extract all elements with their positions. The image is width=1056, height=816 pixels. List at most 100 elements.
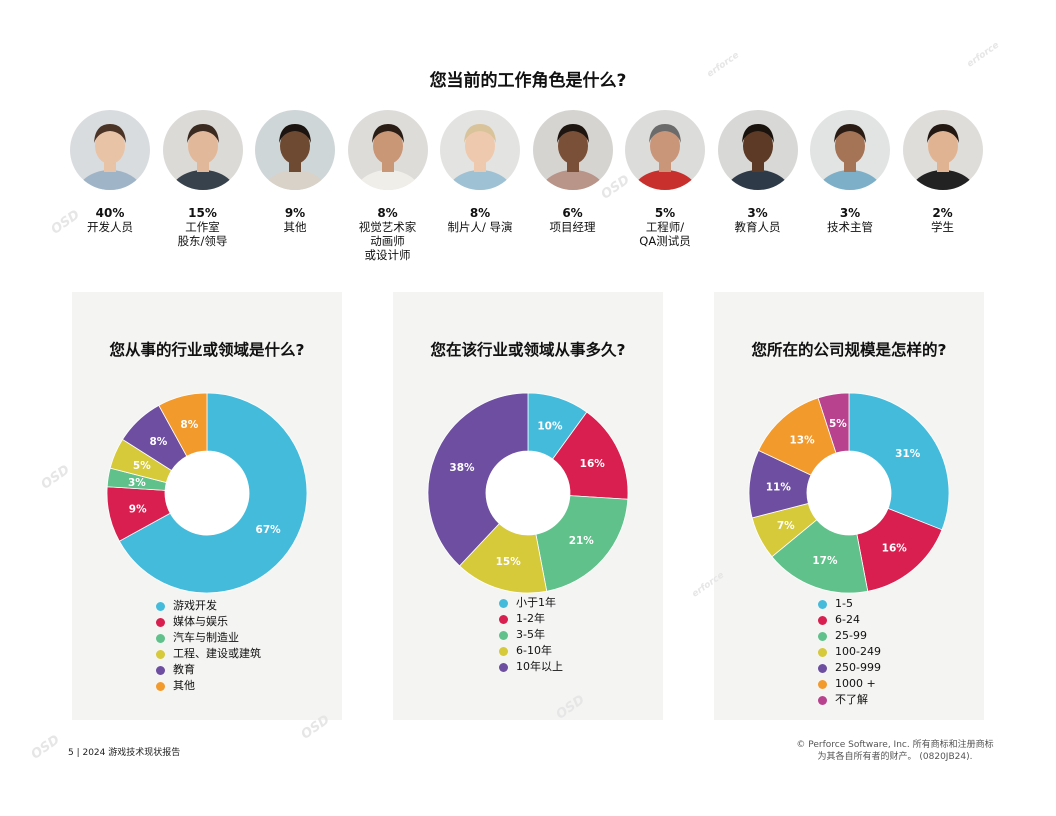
legend-label: 游戏开发 [173, 599, 217, 612]
avatar [810, 110, 890, 190]
industry-donut-chart: 67% 9% 3% 5% 8% 8% [106, 392, 308, 594]
role-percentage: 15% [188, 206, 217, 220]
legend-label: 6-10年 [516, 644, 552, 657]
slice-label: 8% [180, 419, 198, 431]
page-title: 您当前的工作角色是什么? [429, 71, 627, 91]
role-item: 6% 项目经理 [527, 110, 619, 234]
legend-item: 媒体与娱乐 [156, 614, 261, 630]
avatar [625, 110, 705, 190]
role-item: 3% 技术主管 [804, 110, 896, 234]
watermark-logo: OSD [38, 462, 73, 493]
avatar [70, 110, 150, 190]
legend-item: 3-5年 [499, 627, 563, 643]
tenure-panel: 您在该行业或领域从事多久? 10% 16% 21% 15% 38% 小于1年 1-2年 3-… [393, 292, 663, 720]
role-label: 制片人/ 导演 [447, 220, 513, 234]
role-item: 8% 视觉艺术家 动画师 或设计师 [342, 110, 434, 262]
slice-label: 5% [133, 460, 151, 472]
avatar [440, 110, 520, 190]
legend-label: 不了解 [835, 693, 868, 706]
legend-label: 其他 [173, 679, 195, 692]
role-percentage: 3% [747, 206, 768, 220]
slice-label: 11% [766, 481, 792, 493]
legend-item: 10年以上 [499, 659, 563, 675]
company-size-panel: 您所在的公司规模是怎样的? 31% 16% 17% 7% 11% 13% 5% 1-5 6-2… [714, 292, 984, 720]
slice-label: 16% [882, 543, 908, 555]
role-item: 3% 教育人员 [712, 110, 804, 234]
legend-item: 1000 + [818, 676, 881, 692]
legend-marker [156, 617, 165, 627]
role-label: 学生 [931, 220, 954, 234]
slice-label: 3% [128, 477, 146, 489]
slice-label: 7% [777, 520, 795, 532]
legend-marker [818, 663, 827, 673]
legend-label: 1000 + [835, 677, 876, 690]
legend-label: 汽车与制造业 [173, 631, 239, 644]
slice-label: 67% [256, 524, 282, 536]
legend-item: 6-10年 [499, 643, 563, 659]
role-label: 工程师/ QA测试员 [639, 220, 691, 248]
legend-label: 100-249 [835, 645, 881, 658]
slice-label: 31% [895, 448, 921, 460]
avatar [347, 110, 428, 190]
donut-hole [486, 451, 570, 535]
legend-label: 教育 [173, 663, 195, 676]
legend-label: 工程、建设或建筑 [173, 647, 261, 660]
role-item: 2% 学生 [897, 110, 989, 234]
legend-marker [499, 630, 508, 640]
slice-label: 13% [789, 435, 815, 447]
role-percentage: 3% [839, 206, 861, 220]
role-item: 9% 其他 [249, 110, 341, 234]
role-percentage: 6% [562, 206, 583, 220]
legend-label: 媒体与娱乐 [173, 615, 228, 628]
company-size-donut-chart: 31% 16% 17% 7% 11% 13% 5% [748, 392, 950, 594]
slice-label: 8% [149, 436, 167, 448]
legend-item: 1-5 [818, 596, 881, 612]
legend-marker [156, 649, 165, 659]
avatar [162, 110, 243, 190]
role-label: 项目经理 [549, 220, 596, 234]
donut-hole [165, 451, 249, 535]
role-item: 5% 工程师/ QA测试员 [619, 110, 711, 248]
slice-label: 21% [569, 535, 595, 547]
chart-title: 您所在的公司规模是怎样的? [751, 341, 947, 359]
role-label: 技术主管 [827, 220, 873, 234]
role-percentage: 40% [95, 206, 125, 220]
legend-marker [499, 598, 508, 608]
chart-legend: 游戏开发媒体与娱乐汽车与制造业工程、建设或建筑 教育其他 [156, 598, 261, 694]
roles-row: 40% 开发人员 15% 工作室 股东/领导 9% 其他 8% 视觉艺术家 动画师 或设计师 8… [70, 110, 990, 280]
role-label: 教育人员 [734, 220, 781, 234]
role-percentage: 8% [377, 206, 398, 220]
legend-item: 小于1年 [499, 595, 563, 611]
industry-panel: 您从事的行业或领域是什么? 67% 9% 3% 5% 8% 8% 游戏开发 媒体与娱乐 汽车与… [72, 292, 342, 720]
legend-marker [818, 695, 827, 705]
legend-marker [818, 679, 827, 689]
role-label: 视觉艺术家 动画师 或设计师 [358, 220, 417, 262]
slice-label: 16% [580, 458, 606, 470]
legend-marker [818, 615, 827, 625]
legend-label: 1-2年 [516, 612, 545, 625]
role-percentage: 9% [284, 206, 306, 220]
legend-label: 小于1年 [516, 596, 556, 609]
legend-label: 1-5 [835, 597, 853, 610]
chart-legend: 小于1年 1-2年 3-5年 6-10年 10年以上 [499, 595, 563, 675]
role-item: 40% 开发人员 [64, 110, 156, 234]
avatar [717, 110, 798, 190]
legend-item: 25-99 [818, 628, 881, 644]
chart-title: 您从事的行业或领域是什么? [109, 341, 305, 359]
legend-item: 其他 [156, 678, 261, 694]
avatar [255, 110, 335, 190]
legend-item: 不了解 [818, 692, 881, 708]
legend-marker [818, 631, 827, 641]
slice-label: 38% [449, 462, 475, 474]
legend-marker [818, 647, 827, 657]
legend-marker [156, 601, 165, 611]
legend-item: 工程、建设或建筑 [156, 646, 261, 662]
chart-title: 您在该行业或领域从事多久? [430, 341, 626, 359]
legend-label: 25-99 [835, 629, 867, 642]
legend-marker [499, 662, 508, 672]
legend-label: 6-24 [835, 613, 860, 626]
legend-marker [156, 665, 165, 675]
legend-item: 6-24 [818, 612, 881, 628]
slice-label: 10% [537, 420, 563, 432]
watermark-logo: OSD [28, 732, 63, 763]
